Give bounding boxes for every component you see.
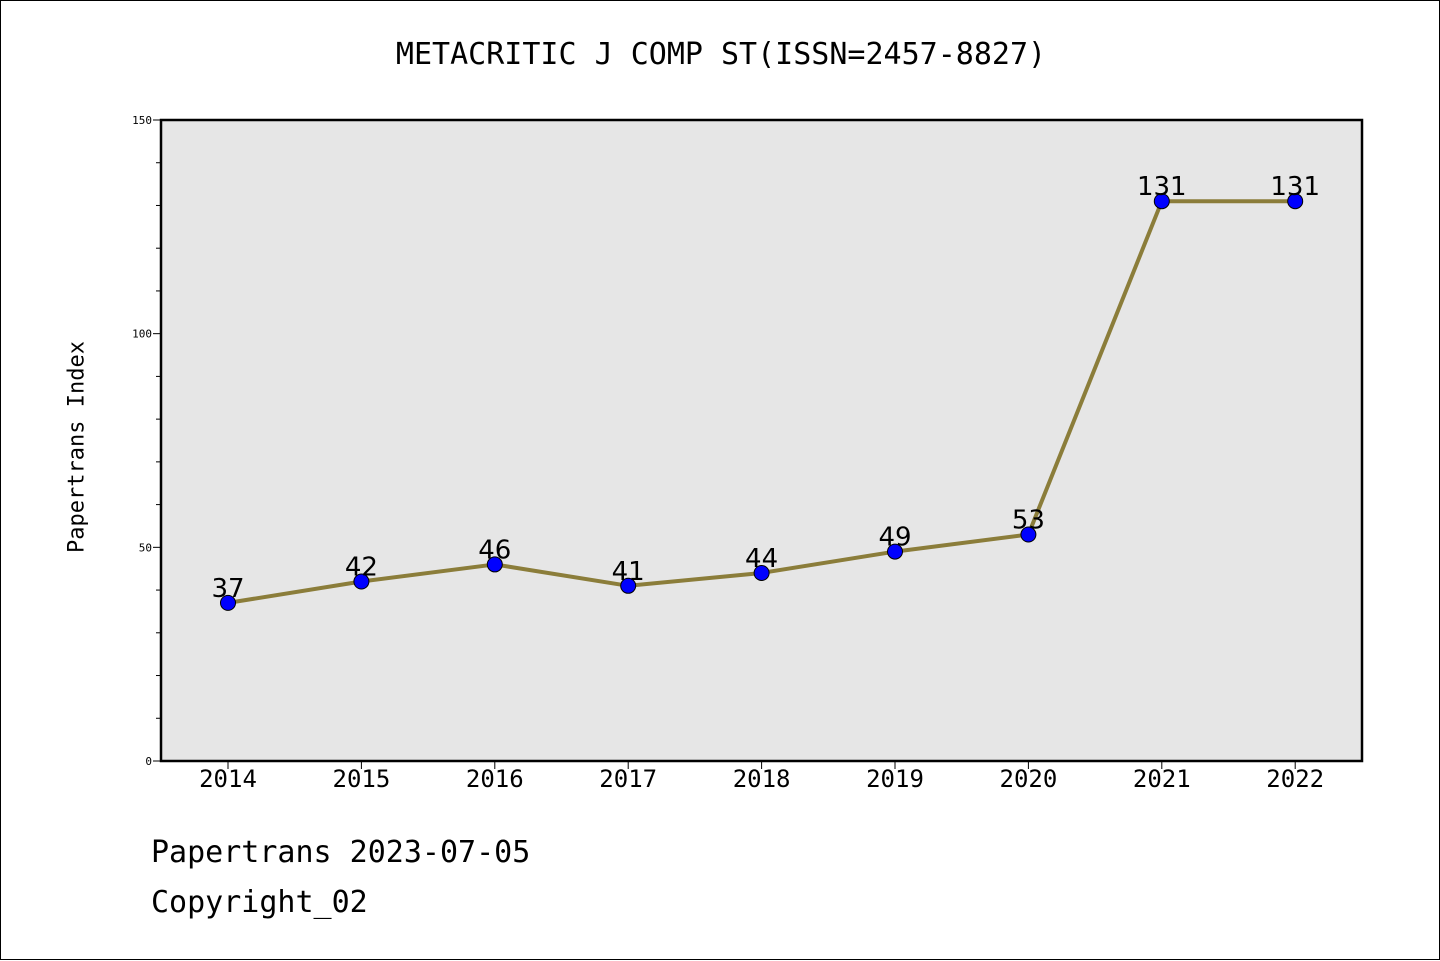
x-tick-label: 2014 — [199, 765, 257, 793]
y-tick-label: 150 — [132, 114, 152, 127]
y-tick-label: 50 — [139, 541, 152, 554]
data-point — [620, 577, 637, 594]
data-label: 46 — [478, 535, 511, 565]
chart-title: METACRITIC J COMP ST(ISSN=2457-8827) — [395, 37, 1047, 72]
data-point — [887, 543, 903, 560]
data-point — [1020, 526, 1037, 543]
y-tick-label: 100 — [132, 328, 152, 341]
data-label: 131 — [1137, 172, 1187, 202]
data-point — [1153, 193, 1170, 210]
x-tick-label: 2018 — [733, 765, 791, 793]
x-tick-label: 2017 — [599, 765, 657, 793]
x-tick-label: 2020 — [1000, 765, 1058, 793]
x-tick-label: 2019 — [866, 765, 924, 793]
x-tick-label: 2015 — [333, 765, 391, 793]
data-point — [353, 573, 370, 590]
data-point — [220, 594, 236, 611]
data-point — [1287, 193, 1304, 210]
y-tick-label: 0 — [145, 755, 152, 768]
data-points — [220, 193, 1304, 611]
data-point — [486, 556, 503, 573]
data-label: 42 — [345, 553, 378, 583]
plot-area — [161, 120, 1362, 761]
data-label: 131 — [1270, 172, 1320, 202]
data-label: 41 — [612, 557, 645, 587]
x-tick-label: 2022 — [1266, 765, 1324, 793]
x-tick-label: 2016 — [466, 765, 524, 793]
data-label: 53 — [1012, 506, 1045, 536]
y-axis-ticks: 0 50 100 150 — [132, 114, 161, 768]
x-axis-ticks: 2014 2015 2016 2017 2018 2019 2020 2021 2022 — [199, 761, 1324, 793]
x-tick-label: 2021 — [1133, 765, 1191, 793]
footer-copyright: Copyright_02 — [151, 885, 368, 920]
data-label: 44 — [745, 544, 778, 574]
plot-border — [159, 118, 1364, 763]
data-label: 49 — [878, 523, 911, 553]
footer-date: Papertrans 2023-07-05 — [151, 835, 531, 870]
data-labels: 37 42 46 41 44 49 53 131 131 — [211, 172, 1320, 604]
data-label: 37 — [211, 574, 244, 604]
data-point — [753, 564, 770, 581]
